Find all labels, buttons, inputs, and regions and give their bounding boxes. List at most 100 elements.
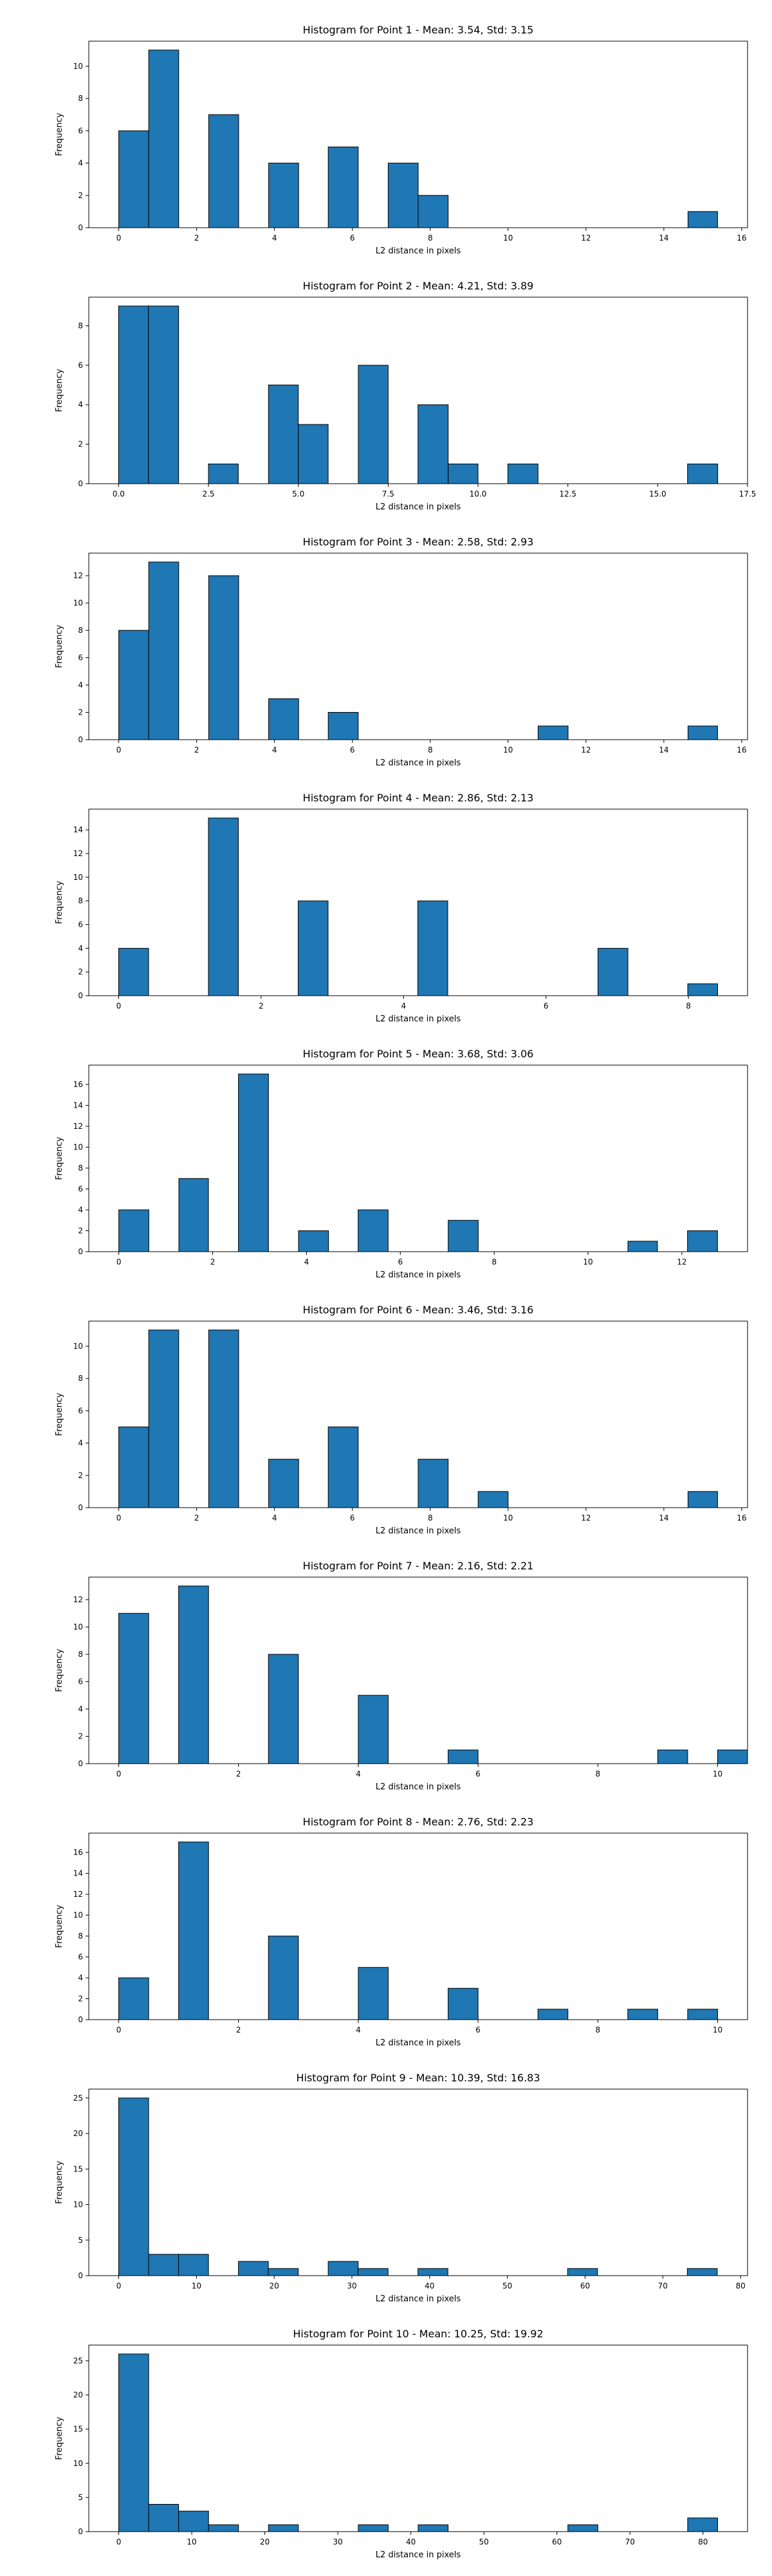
histogram-bar xyxy=(208,463,239,484)
y-tick-label: 10 xyxy=(73,1623,83,1632)
plot-area-frame xyxy=(88,1832,748,2020)
y-tick-label: 0 xyxy=(78,2015,83,2024)
x-tick-label: 20 xyxy=(270,2281,279,2290)
x-tick-label: 10 xyxy=(503,745,513,754)
histogram-bar xyxy=(418,2524,449,2532)
x-axis-label: L2 distance in pixels xyxy=(376,502,461,512)
x-tick-label: 0 xyxy=(116,2281,122,2290)
y-tick-label: 8 xyxy=(78,321,83,330)
histogram-bar xyxy=(118,1612,149,1764)
histogram-bar xyxy=(567,2268,598,2276)
y-tick-label: 5 xyxy=(78,2236,83,2245)
histogram-bar xyxy=(297,900,329,996)
histogram-bar xyxy=(148,562,179,740)
x-tick-label: 4 xyxy=(304,1257,309,1266)
y-axis-label: Frequency xyxy=(55,2416,64,2460)
y-axis-label: Frequency xyxy=(55,369,64,412)
x-tick-label: 6 xyxy=(350,233,355,242)
histogram-bar xyxy=(118,130,149,228)
histogram-panel: Histogram for Point 3 - Mean: 2.58, Std:… xyxy=(55,536,748,768)
histogram-bar xyxy=(387,163,419,228)
x-tick-label: 15.0 xyxy=(649,489,666,498)
histogram-bar xyxy=(298,424,329,484)
x-axis-label: L2 distance in pixels xyxy=(376,2038,461,2048)
y-tick-label: 6 xyxy=(78,126,83,135)
histogram-bar xyxy=(178,2254,209,2276)
histogram-bar xyxy=(268,698,299,740)
plot-area-frame xyxy=(88,2088,748,2276)
histogram-bar xyxy=(238,2261,269,2276)
y-tick-label: 8 xyxy=(78,626,83,635)
x-tick-label: 2 xyxy=(194,1513,199,1522)
y-axis-label: Frequency xyxy=(55,1905,64,1948)
y-tick-label: 10 xyxy=(73,62,83,71)
x-tick-label: 80 xyxy=(698,2537,708,2546)
histogram-bar xyxy=(118,2353,149,2532)
plot-area-frame xyxy=(88,41,748,228)
histogram-bar xyxy=(657,1749,688,1764)
y-tick-label: 8 xyxy=(78,1650,83,1659)
y-tick-label: 8 xyxy=(78,94,83,103)
x-tick-label: 0 xyxy=(116,2537,122,2546)
y-tick-label: 4 xyxy=(78,159,83,168)
x-tick-label: 10 xyxy=(192,2281,201,2290)
x-tick-label: 0 xyxy=(116,1513,122,1522)
histogram-bar xyxy=(358,365,389,484)
x-tick-label: 6 xyxy=(475,1769,481,1778)
x-tick-label: 12 xyxy=(581,233,591,242)
histogram-bar xyxy=(327,1426,359,1508)
y-tick-label: 2 xyxy=(78,708,83,717)
x-tick-label: 50 xyxy=(479,2537,489,2546)
x-tick-label: 6 xyxy=(475,2025,481,2034)
histogram-bar xyxy=(507,463,538,484)
histogram-panel: Histogram for Point 2 - Mean: 4.21, Std:… xyxy=(55,280,756,512)
histogram-bar xyxy=(537,2009,569,2020)
y-tick-label: 6 xyxy=(78,361,83,370)
histogram-bar xyxy=(118,630,149,740)
histogram-bar xyxy=(687,2517,718,2532)
histogram-bar xyxy=(268,2268,299,2276)
histogram-bar xyxy=(358,1967,389,2020)
y-tick-label: 14 xyxy=(73,1869,83,1878)
y-tick-label: 6 xyxy=(78,1185,83,1194)
y-tick-label: 0 xyxy=(78,1247,83,1256)
chart-title: Histogram for Point 7 - Mean: 2.16, Std:… xyxy=(303,1560,534,1572)
y-tick-label: 10 xyxy=(73,1342,83,1351)
x-tick-label: 10.0 xyxy=(470,489,487,498)
chart-title: Histogram for Point 6 - Mean: 3.46, Std:… xyxy=(303,1304,534,1316)
histogram-bar xyxy=(298,1230,329,1252)
histogram-bar xyxy=(118,947,149,996)
x-tick-label: 10 xyxy=(187,2537,196,2546)
histogram-panel: Histogram for Point 7 - Mean: 2.16, Std:… xyxy=(55,1560,748,1792)
x-axis-label: L2 distance in pixels xyxy=(376,1270,461,1280)
x-tick-label: 50 xyxy=(502,2281,512,2290)
y-tick-label: 4 xyxy=(78,400,83,409)
histogram-bar xyxy=(268,1654,299,1764)
histogram-bar xyxy=(687,463,719,484)
y-tick-label: 8 xyxy=(78,1374,83,1383)
plot-area-frame xyxy=(88,1320,748,1508)
x-axis-label: L2 distance in pixels xyxy=(376,2550,461,2560)
y-axis-label: Frequency xyxy=(55,1649,64,1692)
histogram-panel: Histogram for Point 10 - Mean: 10.25, St… xyxy=(55,2328,748,2560)
y-axis-label: Frequency xyxy=(55,625,64,668)
x-axis-label: L2 distance in pixels xyxy=(376,2294,461,2304)
x-tick-label: 60 xyxy=(580,2281,590,2290)
y-tick-label: 2 xyxy=(78,1732,83,1741)
histogram-bar xyxy=(687,211,718,228)
y-tick-label: 4 xyxy=(78,944,83,953)
histogram-bar xyxy=(178,1178,209,1252)
y-tick-label: 0 xyxy=(78,1759,83,1768)
histogram-bar xyxy=(118,306,149,484)
x-tick-label: 2 xyxy=(194,233,199,242)
y-tick-label: 6 xyxy=(78,920,83,929)
x-tick-label: 2 xyxy=(236,1769,241,1778)
x-tick-label: 8 xyxy=(595,2025,600,2034)
histogram-bar xyxy=(448,1749,479,1764)
y-tick-label: 2 xyxy=(78,440,83,449)
x-tick-label: 8 xyxy=(428,1513,433,1522)
x-tick-label: 4 xyxy=(272,745,277,754)
histogram-bar xyxy=(268,163,299,228)
histogram-bar xyxy=(118,2097,149,2276)
